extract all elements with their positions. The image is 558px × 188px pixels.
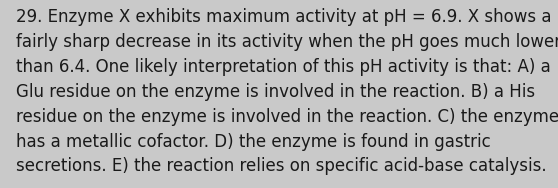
Text: than 6.4. One likely interpretation of this pH activity is that: A) a: than 6.4. One likely interpretation of t… [16,58,550,76]
Text: 29. Enzyme X exhibits maximum activity at pH = 6.9. X shows a: 29. Enzyme X exhibits maximum activity a… [16,8,551,27]
Text: fairly sharp decrease in its activity when the pH goes much lower: fairly sharp decrease in its activity wh… [16,33,558,51]
Text: has a metallic cofactor. D) the enzyme is found in gastric: has a metallic cofactor. D) the enzyme i… [16,133,490,151]
Text: Glu residue on the enzyme is involved in the reaction. B) a His: Glu residue on the enzyme is involved in… [16,83,535,101]
Text: secretions. E) the reaction relies on specific acid-base catalysis.: secretions. E) the reaction relies on sp… [16,157,546,175]
Text: residue on the enzyme is involved in the reaction. C) the enzyme: residue on the enzyme is involved in the… [16,108,558,126]
